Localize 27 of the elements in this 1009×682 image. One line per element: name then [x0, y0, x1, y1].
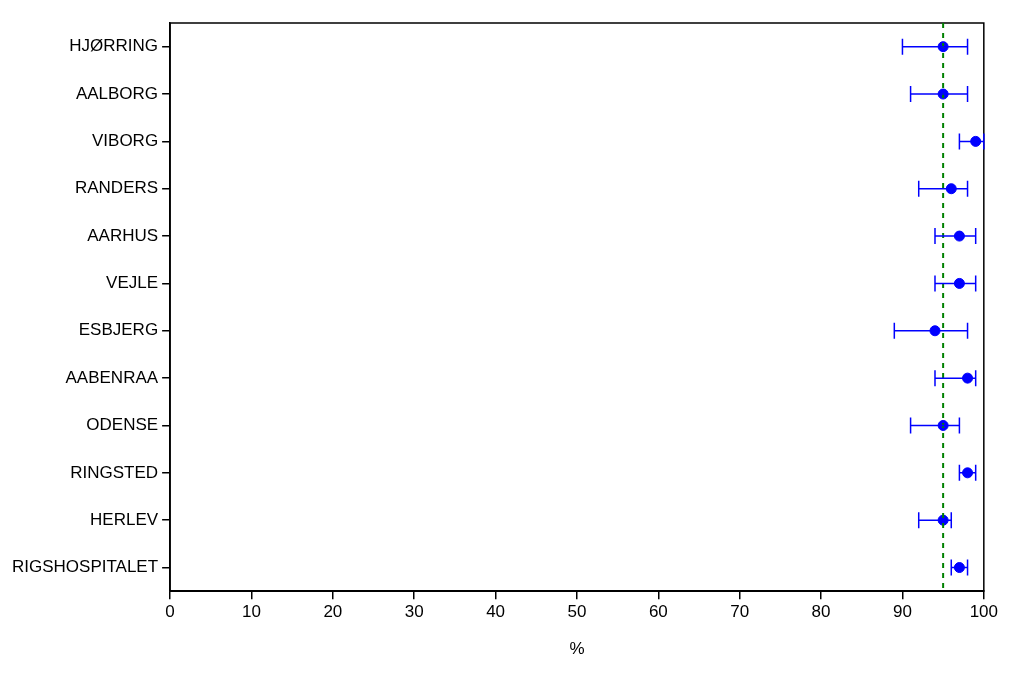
y-tick-label: VIBORG — [91, 131, 159, 151]
x-tick-label: 80 — [811, 602, 831, 622]
x-tick-label: 50 — [567, 602, 587, 622]
x-tick-label: 20 — [323, 602, 343, 622]
point — [945, 183, 957, 195]
x-tick-label: 0 — [165, 602, 175, 622]
x-tick-label: 70 — [730, 602, 750, 622]
y-tick-label: ODENSE — [86, 415, 159, 435]
y-tick-label: HJØRRING — [69, 36, 159, 56]
x-tick-label: 60 — [648, 602, 668, 622]
y-tick-label: RIGSHOSPITALET — [11, 557, 159, 577]
x-axis-title: % — [569, 639, 585, 659]
x-tick-label: 90 — [892, 602, 912, 622]
x-tick-label: 10 — [242, 602, 261, 622]
x-tick-label: 30 — [404, 602, 424, 622]
y-tick-label: AALBORG — [75, 83, 159, 103]
y-tick-label: AARHUS — [87, 225, 159, 245]
y-tick-label: VEJLE — [106, 273, 159, 293]
y-tick-label: ESBJERG — [78, 320, 159, 340]
y-tick-label: HERLEV — [90, 509, 159, 529]
y-tick-label: RINGSTED — [70, 462, 159, 482]
point — [953, 277, 965, 289]
y-tick-label: RANDERS — [74, 178, 159, 198]
x-tick-label: 40 — [486, 602, 506, 622]
y-tick-label: AABENRAA — [65, 367, 159, 387]
x-tick-label: 100 — [969, 602, 999, 622]
point — [970, 135, 982, 147]
